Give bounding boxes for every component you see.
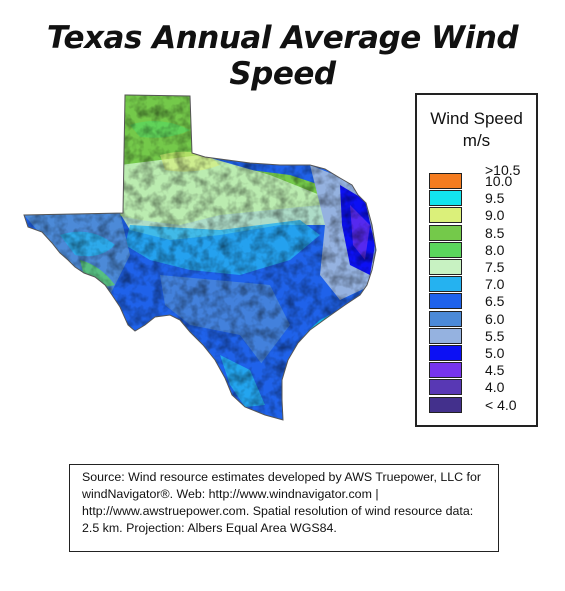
legend-top-label: >10.5 [485, 162, 521, 178]
legend-label: 9.5 [485, 190, 505, 207]
legend-swatch [429, 207, 462, 224]
source-note: Source: Wind resource estimates develope… [69, 464, 499, 552]
legend-row: 7.5 [429, 259, 529, 276]
legend-row: 4.0 [429, 379, 529, 396]
legend-row: 5.0 [429, 345, 529, 362]
legend-label: 4.0 [485, 379, 505, 396]
legend-swatch [429, 362, 462, 379]
legend-row: 5.5 [429, 327, 529, 345]
legend-swatch [429, 379, 462, 396]
legend-row: 10.0 [429, 173, 529, 190]
legend-label: 9.0 [485, 207, 505, 224]
legend-row: 4.5 [429, 362, 529, 379]
legend-swatch [429, 190, 462, 207]
legend-swatch [429, 241, 462, 258]
legend-swatch [429, 173, 462, 189]
legend-row: 8.5 [429, 224, 529, 242]
legend-swatch [429, 276, 462, 293]
legend-units: m/s [462, 131, 491, 150]
legend-swatch [429, 224, 462, 241]
legend-label: < 4.0 [485, 396, 517, 413]
legend-row: 6.0 [429, 310, 529, 328]
legend-swatch [429, 396, 462, 413]
legend-row: < 4.0 [429, 396, 529, 414]
legend-row: 8.0 [429, 241, 529, 259]
legend-row: 9.0 [429, 207, 529, 224]
legend-label: 6.0 [485, 310, 505, 327]
legend-swatch [429, 293, 462, 310]
wind-speed-legend: Wind Speed m/s >10.5 10.0 9.5 9.0 8.5 8.0 7.5… [415, 93, 538, 427]
legend-label: 8.5 [485, 224, 505, 241]
legend-label: 5.5 [485, 327, 505, 344]
legend-swatch [429, 345, 462, 361]
map-title: Texas Annual Average Wind Speed [46, 20, 519, 92]
texas-wind-map [23, 94, 377, 421]
legend-label: 5.0 [485, 345, 505, 361]
legend-swatch [429, 259, 462, 275]
legend-label: 7.5 [485, 259, 505, 275]
legend-label: 4.5 [485, 362, 505, 379]
legend-swatch [429, 327, 462, 344]
legend-label: 7.0 [485, 276, 505, 293]
legend-row: 7.0 [429, 276, 529, 293]
legend-swatch [429, 310, 462, 327]
legend-row: 9.5 [429, 190, 529, 207]
legend-label: 8.0 [485, 241, 505, 258]
legend-label: 6.5 [485, 293, 505, 310]
legend-label: 10.0 [485, 173, 513, 189]
legend-row: 6.5 [429, 293, 529, 310]
legend-title: Wind Speed [430, 109, 523, 128]
